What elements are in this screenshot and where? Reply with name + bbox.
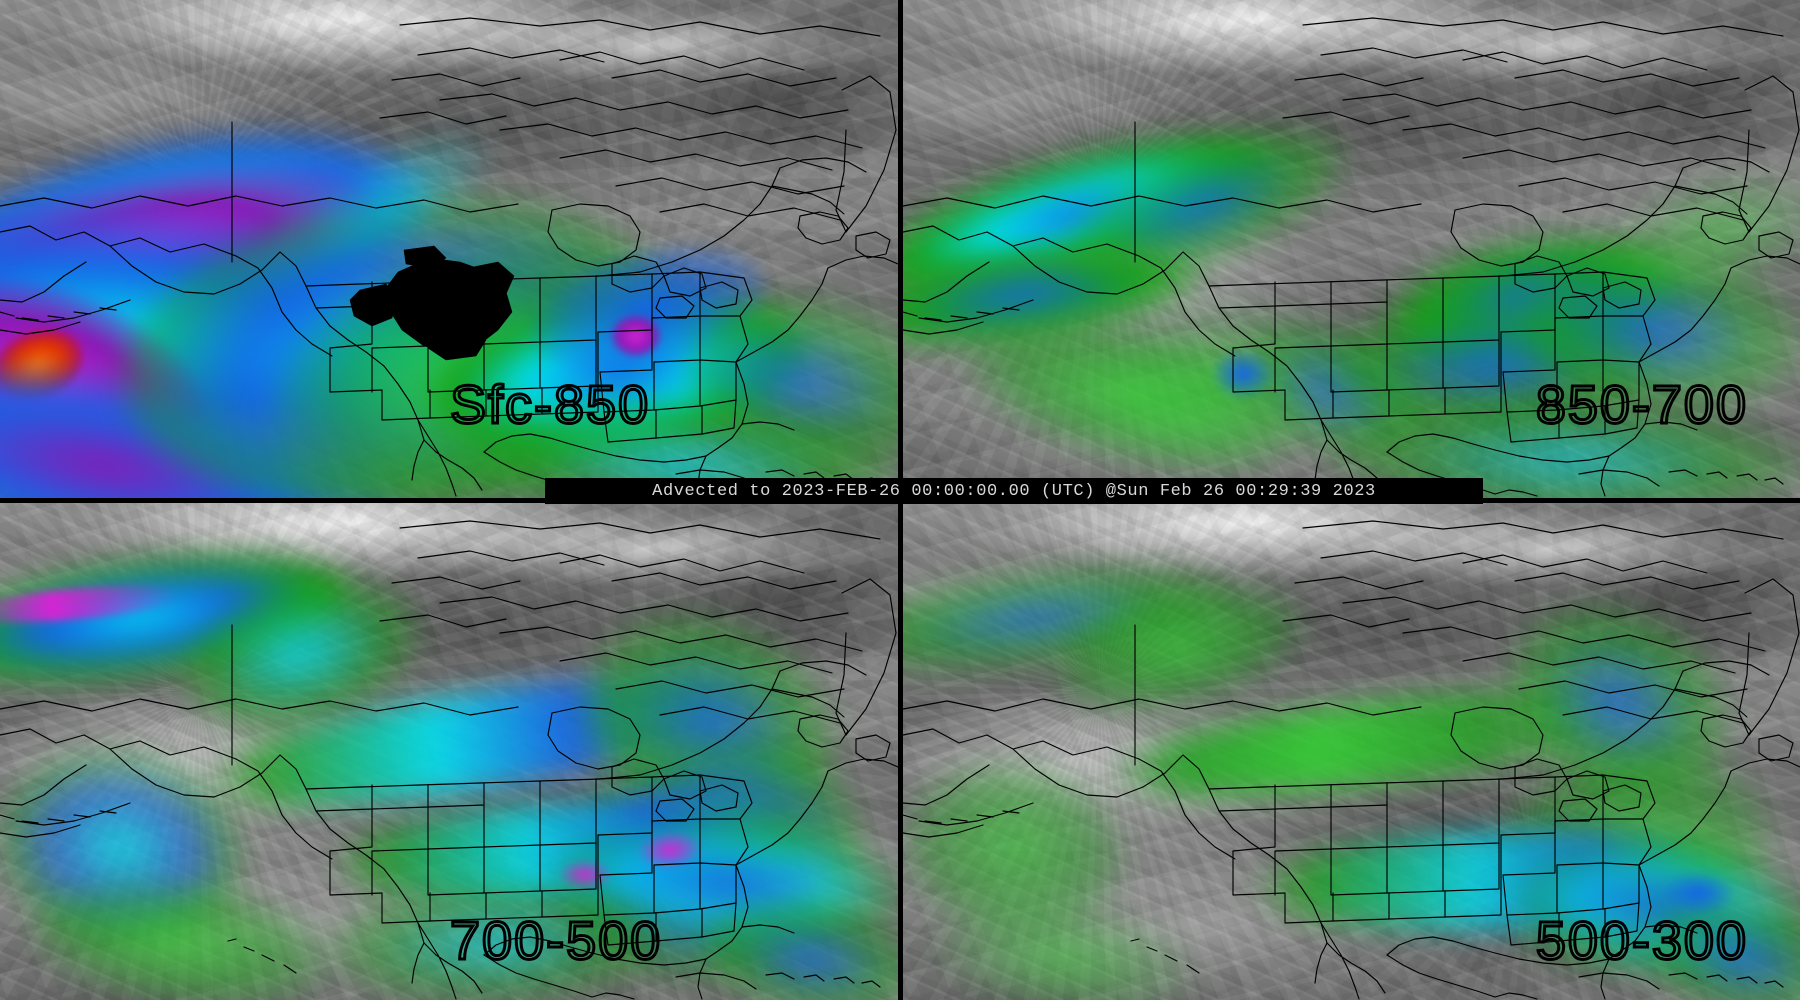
terrain-mask-overlay (0, 0, 898, 498)
panel-label-sfc-850: Sfc-850 (448, 374, 651, 437)
panel-700-500[interactable]: 700-500 (0, 503, 898, 1000)
panel-sfc-850[interactable]: Sfc-850 (0, 0, 898, 498)
panel-850-700[interactable]: 850-700 (903, 0, 1800, 498)
timestamp-bar: Advected to 2023-FEB-26 00:00:00.00 (UTC… (545, 478, 1483, 504)
panel-label-500-300: 500-300 (1534, 910, 1748, 973)
moisture-plume-overlay (903, 503, 1800, 1000)
panel-label-850-700: 850-700 (1534, 374, 1748, 437)
moisture-plume-overlay (0, 503, 898, 1000)
panel-500-300[interactable]: 500-300 (903, 503, 1800, 1000)
timestamp-text: Advected to 2023-FEB-26 00:00:00.00 (UTC… (652, 481, 1376, 501)
panel-label-700-500: 700-500 (448, 910, 663, 973)
